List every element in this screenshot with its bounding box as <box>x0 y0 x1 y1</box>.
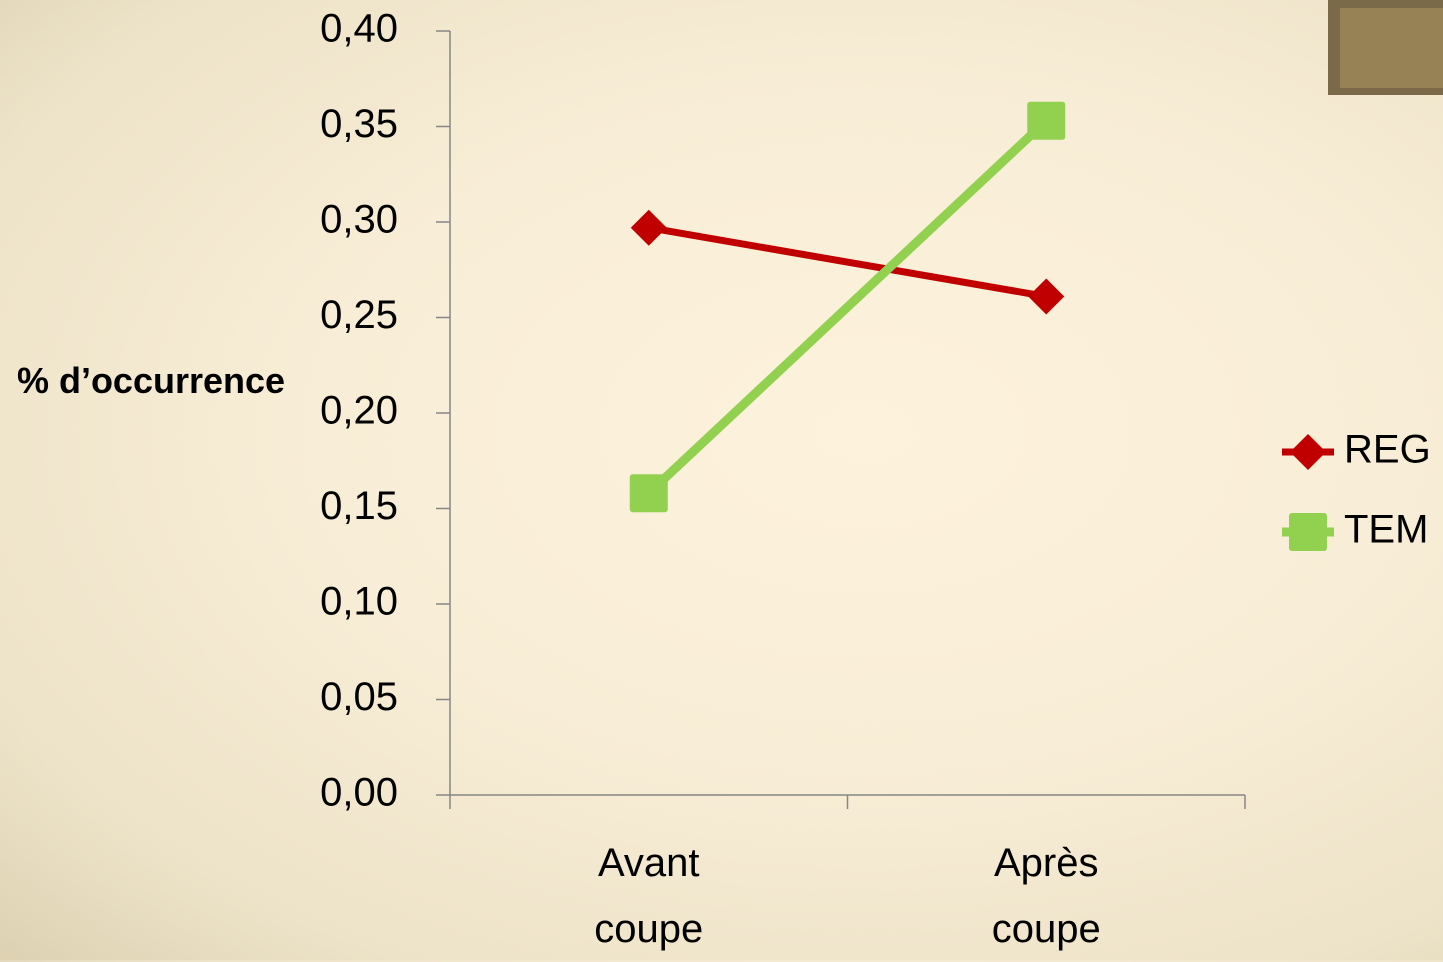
data-point <box>629 474 668 513</box>
y-tick-label: 0,35 <box>320 102 398 146</box>
legend-marker <box>1290 434 1326 470</box>
y-tick-label: 0,25 <box>320 293 398 337</box>
y-tick-label: 0,20 <box>320 389 398 433</box>
y-tick-label: 0,40 <box>320 7 398 51</box>
data-point <box>630 209 667 246</box>
data-point <box>1027 101 1066 140</box>
legend-marker <box>1289 513 1327 551</box>
y-axis-title: % d’occurrence <box>16 360 286 401</box>
x-tick-label: Après coupe <box>991 841 1101 951</box>
x-tick-label: Avant coupe <box>594 841 704 951</box>
y-tick-label: 0,00 <box>320 771 398 815</box>
series-line <box>648 224 1047 300</box>
y-tick-label: 0,15 <box>320 484 398 528</box>
data-point <box>1028 278 1065 315</box>
series-line <box>645 117 1050 497</box>
y-tick-label: 0,30 <box>320 198 398 242</box>
corner-photo-detail <box>1340 8 1443 88</box>
legend-label: REG <box>1344 428 1431 472</box>
legend-label: TEM <box>1344 508 1428 552</box>
y-tick-label: 0,05 <box>320 675 398 719</box>
y-tick-label: 0,10 <box>320 580 398 624</box>
